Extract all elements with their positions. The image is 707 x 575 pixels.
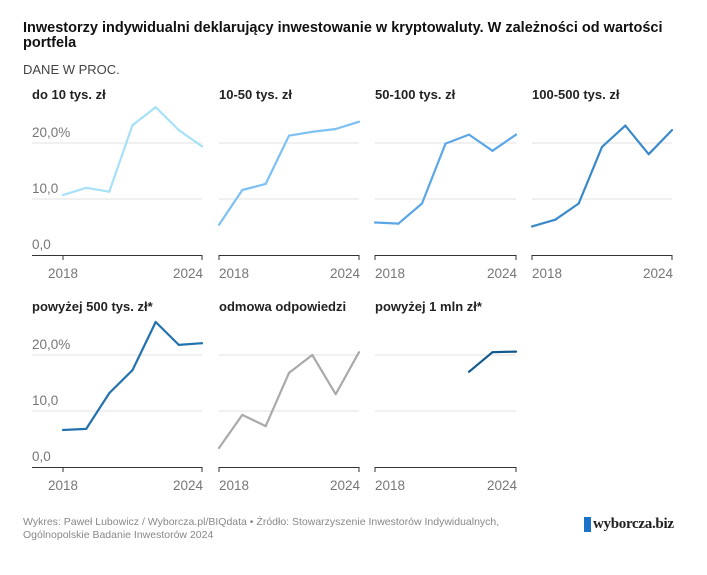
x-tick-label: 2018 <box>375 266 405 281</box>
x-tick-label: 2018 <box>48 266 78 281</box>
data-point <box>491 149 494 152</box>
data-point <box>154 320 157 324</box>
series-line <box>531 124 673 228</box>
y-tick-label: 10,0 <box>32 181 58 196</box>
data-point <box>241 413 244 417</box>
publisher-logo[interactable]: wyborcza.biz <box>584 516 674 533</box>
data-point <box>600 145 604 149</box>
data-point <box>108 190 111 193</box>
data-point <box>647 153 650 156</box>
data-point <box>357 120 361 123</box>
x-tick-label: 2024 <box>487 266 518 281</box>
x-tick-label: 2018 <box>48 478 78 493</box>
data-point <box>577 202 580 205</box>
data-point <box>420 202 424 205</box>
data-point <box>373 221 377 224</box>
panel-title: odmowa odpowiedzi <box>219 299 347 314</box>
data-point <box>61 193 65 197</box>
source-credit: Wykres: Paweł Lubowicz / Wyborcza.pl/BIQ… <box>23 516 500 541</box>
x-tick-label: 2024 <box>487 478 518 493</box>
panel-title: powyżej 500 tys. zł* <box>32 299 153 314</box>
data-point <box>467 370 471 373</box>
series-line <box>218 351 360 449</box>
panel-2: 2018 2024 <box>217 120 361 281</box>
data-point <box>397 222 400 225</box>
data-point <box>217 223 221 226</box>
data-point <box>85 186 88 189</box>
panel-4: 2018 2024 <box>530 124 674 281</box>
logo-text: wyborcza.biz <box>593 516 674 532</box>
data-point <box>131 369 134 372</box>
data-point <box>357 351 361 354</box>
y-tick-label: 20,0% <box>32 125 70 140</box>
data-point <box>154 106 157 109</box>
series-line <box>62 320 203 432</box>
data-point <box>264 182 267 185</box>
x-tick-label: 2018 <box>219 478 249 493</box>
data-point <box>624 124 627 127</box>
data-point <box>200 342 204 345</box>
panel-1: 0,0 10,0 20,0% 2018 2024 <box>32 106 203 281</box>
data-point <box>241 188 244 192</box>
y-tick-label: 0,0 <box>32 449 51 464</box>
series-line <box>62 106 203 197</box>
data-point <box>61 428 65 432</box>
data-point <box>491 351 494 354</box>
data-point <box>85 427 88 431</box>
data-point <box>334 393 337 396</box>
panel-title: 50-100 tys. zł <box>375 87 456 102</box>
data-point <box>177 129 180 132</box>
panel-title: 10-50 tys. zł <box>219 87 292 102</box>
data-point <box>311 130 314 133</box>
x-tick-label: 2024 <box>330 266 361 281</box>
panel-3: 2018 2024 <box>373 133 518 281</box>
x-tick-label: 2024 <box>173 266 204 281</box>
data-point <box>177 343 180 347</box>
panel-7: 2018 2024 <box>374 350 518 493</box>
series-line <box>218 120 360 226</box>
panel-6: 2018 2024 <box>217 351 361 493</box>
data-point <box>467 133 471 136</box>
chart-title: Inwestorzy indywidualni deklarujący inwe… <box>23 20 663 51</box>
x-tick-label: 2018 <box>375 478 405 493</box>
data-point <box>514 133 518 136</box>
logo-mark-icon <box>584 517 591 532</box>
panel-title: powyżej 1 mln zł* <box>375 299 482 314</box>
data-point <box>514 350 518 353</box>
panel-title: do 10 tys. zł <box>32 87 106 102</box>
data-point <box>217 446 221 450</box>
data-point <box>670 129 674 132</box>
chart-subtitle: DANE W PROC. <box>23 62 120 77</box>
data-point <box>287 134 291 137</box>
y-tick-label: 10,0 <box>32 393 58 408</box>
data-point <box>311 353 314 357</box>
data-point <box>200 145 204 148</box>
x-tick-label: 2024 <box>330 478 361 493</box>
panel-5: 0,0 10,0 20,0% 2018 2024 <box>32 320 204 493</box>
data-point <box>264 425 267 428</box>
data-point <box>554 218 557 221</box>
data-point <box>444 142 447 145</box>
x-tick-label: 2018 <box>219 266 249 281</box>
y-tick-label: 20,0% <box>32 337 70 352</box>
data-point <box>108 391 111 395</box>
x-tick-label: 2018 <box>532 266 562 281</box>
panel-title: 100-500 tys. zł <box>532 87 620 102</box>
series-line <box>374 133 517 225</box>
data-point <box>530 225 534 228</box>
data-point <box>334 127 337 131</box>
x-tick-label: 2024 <box>643 266 674 281</box>
data-point <box>287 371 291 375</box>
y-tick-label: 0,0 <box>32 237 51 252</box>
data-point <box>131 123 134 127</box>
x-tick-label: 2024 <box>173 478 204 493</box>
